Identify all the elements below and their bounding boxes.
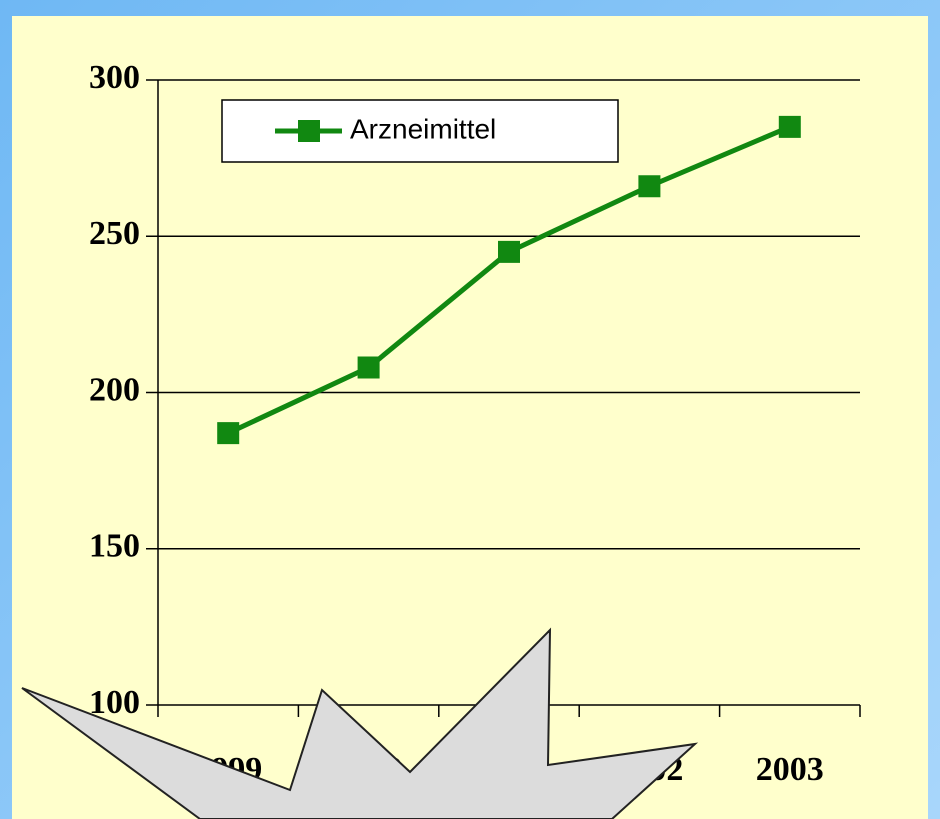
point-marker [217,422,240,445]
point-marker [498,240,520,263]
legend-label: Arzneimittel [350,113,496,144]
y-tick-label: 250 [89,215,140,252]
starburst [21,627,699,819]
legend-marker [298,120,320,142]
y-tick-label: 200 [89,371,140,408]
y-tick-label: 300 [89,59,140,96]
point-marker [357,356,380,379]
y-tick-label: 150 [89,528,140,565]
point-marker [638,175,661,198]
x-tick-label: 2003 [756,751,824,788]
point-marker [778,115,801,138]
y-tick-label: 100 [89,684,140,721]
